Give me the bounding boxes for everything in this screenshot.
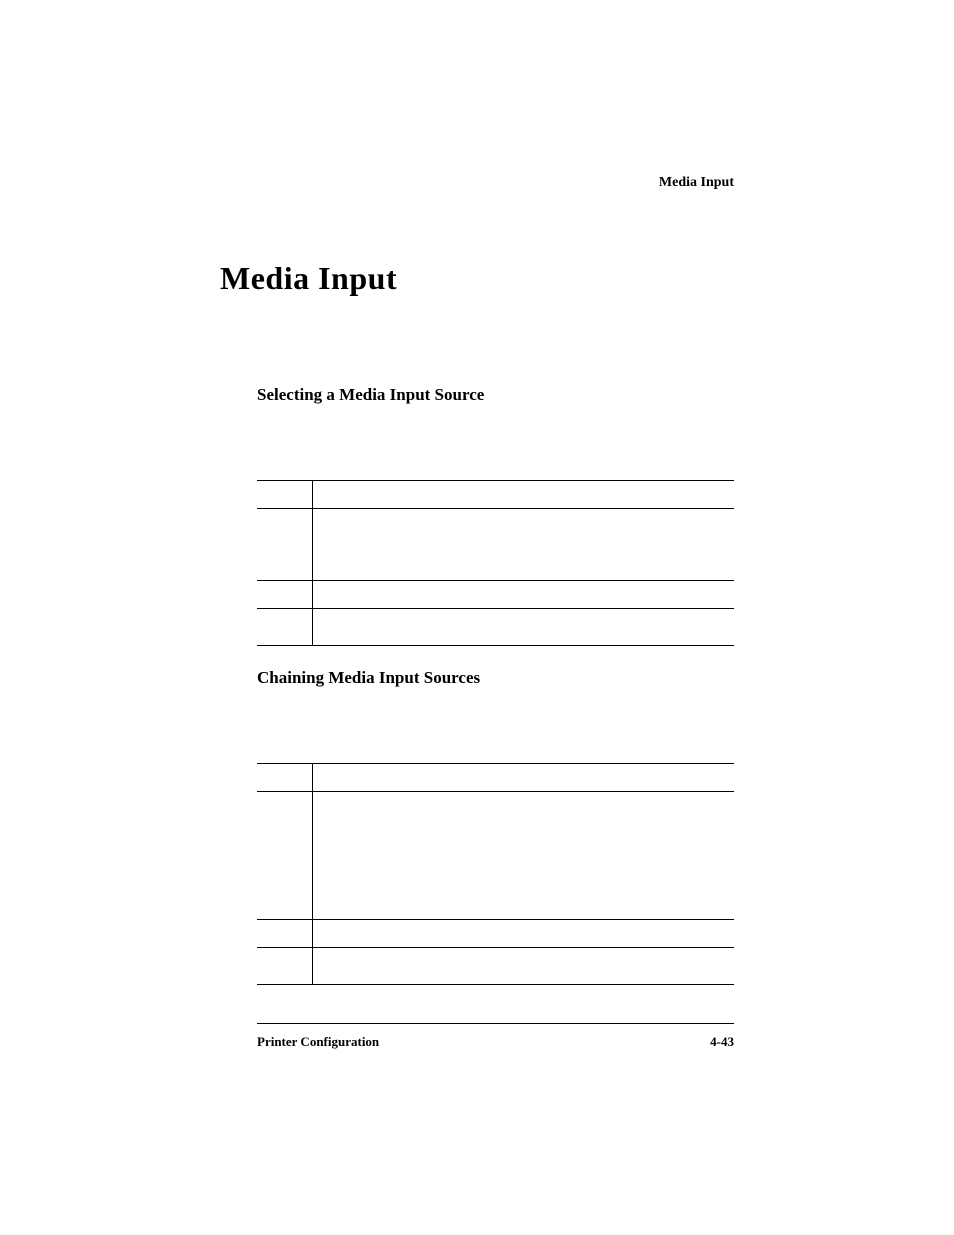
table-cell (312, 764, 734, 791)
table-row (257, 480, 734, 508)
section-heading: Selecting a Media Input Source (257, 385, 734, 405)
table-row (257, 608, 734, 646)
table-row (257, 508, 734, 580)
table-cell (312, 581, 734, 608)
table-row (257, 919, 734, 947)
page-title: Media Input (220, 260, 397, 297)
section-selecting-source: Selecting a Media Input Source (257, 385, 734, 646)
table-cell (312, 948, 734, 984)
table-cell (257, 920, 312, 947)
footer-right: 4-43 (710, 1034, 734, 1050)
config-table (257, 480, 734, 646)
table-cell (257, 792, 312, 919)
table-cell (312, 509, 734, 580)
table-cell (257, 509, 312, 580)
table-cell (312, 609, 734, 645)
table-cell (257, 764, 312, 791)
table-cell (257, 581, 312, 608)
page-footer: Printer Configuration 4-43 (257, 1023, 734, 1050)
table-cell (257, 481, 312, 508)
table-cell (312, 920, 734, 947)
table-cell (312, 481, 734, 508)
table-cell (257, 948, 312, 984)
table-cell (257, 609, 312, 645)
table-row (257, 947, 734, 985)
running-header: Media Input (659, 175, 734, 191)
footer-left: Printer Configuration (257, 1034, 379, 1050)
section-heading: Chaining Media Input Sources (257, 668, 734, 688)
table-row (257, 580, 734, 608)
table-cell (312, 792, 734, 919)
table-row (257, 763, 734, 791)
config-table (257, 763, 734, 985)
section-chaining-sources: Chaining Media Input Sources (257, 668, 734, 985)
document-page: Media Input Media Input Selecting a Medi… (0, 0, 954, 1235)
table-row (257, 791, 734, 919)
